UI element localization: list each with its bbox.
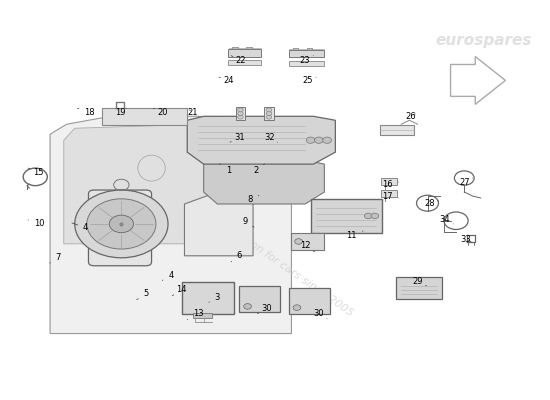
Circle shape — [75, 190, 168, 258]
Text: 15: 15 — [28, 168, 43, 176]
Text: 17: 17 — [382, 192, 398, 200]
Circle shape — [244, 304, 251, 309]
Circle shape — [238, 112, 243, 116]
Text: 29: 29 — [412, 277, 426, 286]
Text: 12: 12 — [300, 241, 315, 252]
FancyBboxPatch shape — [395, 277, 442, 299]
Text: 30: 30 — [314, 309, 327, 319]
Text: 27: 27 — [459, 178, 472, 186]
Text: 18: 18 — [78, 108, 95, 117]
Circle shape — [365, 213, 372, 219]
Text: 34: 34 — [440, 216, 453, 224]
Text: 22: 22 — [231, 56, 246, 65]
Text: 5: 5 — [137, 289, 148, 300]
FancyBboxPatch shape — [228, 49, 261, 56]
Polygon shape — [187, 116, 336, 164]
Text: 4: 4 — [72, 223, 89, 232]
Text: 19: 19 — [115, 108, 125, 117]
FancyBboxPatch shape — [235, 107, 245, 120]
FancyBboxPatch shape — [381, 190, 397, 197]
Text: 25: 25 — [302, 76, 316, 85]
FancyBboxPatch shape — [289, 50, 324, 57]
Text: 7: 7 — [50, 253, 61, 263]
Circle shape — [293, 305, 301, 310]
Text: 14: 14 — [172, 285, 187, 296]
FancyBboxPatch shape — [292, 233, 324, 250]
FancyBboxPatch shape — [228, 60, 261, 65]
FancyBboxPatch shape — [239, 286, 280, 312]
Text: 9: 9 — [242, 218, 254, 227]
Text: 8: 8 — [248, 195, 259, 204]
Text: 23: 23 — [300, 56, 313, 65]
Circle shape — [295, 239, 302, 244]
FancyBboxPatch shape — [264, 107, 274, 120]
Text: eurospares: eurospares — [435, 33, 532, 48]
Text: 33: 33 — [460, 234, 471, 244]
Text: 31: 31 — [230, 132, 245, 142]
Polygon shape — [64, 124, 280, 244]
Text: 3: 3 — [209, 293, 220, 302]
Text: a passion for cars since 2005: a passion for cars since 2005 — [217, 217, 355, 318]
Text: 26: 26 — [406, 112, 416, 121]
Circle shape — [371, 213, 379, 219]
Circle shape — [238, 115, 243, 119]
Text: 16: 16 — [382, 180, 398, 188]
Text: 2: 2 — [253, 164, 265, 175]
Text: 1: 1 — [219, 164, 231, 175]
FancyBboxPatch shape — [89, 190, 152, 266]
Circle shape — [87, 199, 156, 249]
Circle shape — [109, 215, 134, 233]
Text: 13: 13 — [187, 309, 204, 320]
FancyBboxPatch shape — [289, 61, 324, 66]
Circle shape — [238, 108, 243, 112]
FancyBboxPatch shape — [381, 178, 397, 185]
Polygon shape — [184, 192, 253, 256]
Text: 20: 20 — [153, 108, 168, 117]
FancyBboxPatch shape — [289, 288, 330, 314]
Text: 11: 11 — [346, 231, 363, 240]
Polygon shape — [50, 116, 300, 334]
Text: 24: 24 — [219, 76, 234, 85]
Text: 4: 4 — [162, 271, 173, 280]
Circle shape — [266, 115, 272, 119]
FancyBboxPatch shape — [311, 199, 382, 233]
Text: 28: 28 — [425, 200, 438, 208]
FancyBboxPatch shape — [102, 108, 187, 125]
Text: 32: 32 — [264, 132, 278, 142]
Circle shape — [266, 112, 272, 116]
FancyBboxPatch shape — [182, 282, 234, 314]
Circle shape — [266, 108, 272, 112]
Polygon shape — [204, 160, 324, 204]
FancyBboxPatch shape — [192, 313, 212, 318]
Circle shape — [323, 137, 332, 143]
FancyBboxPatch shape — [381, 126, 414, 136]
Text: 6: 6 — [231, 251, 242, 262]
Circle shape — [315, 137, 323, 143]
Text: 10: 10 — [28, 220, 45, 228]
Text: 30: 30 — [257, 304, 272, 314]
Circle shape — [306, 137, 315, 143]
Text: 21: 21 — [188, 108, 198, 117]
